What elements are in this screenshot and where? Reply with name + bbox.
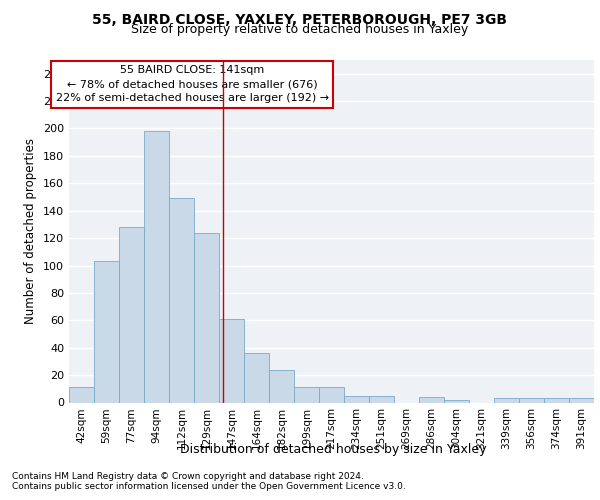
Bar	[494, 398, 519, 402]
Bar	[144, 131, 169, 402]
Bar	[119, 227, 144, 402]
Text: 55, BAIRD CLOSE, YAXLEY, PETERBOROUGH, PE7 3GB: 55, BAIRD CLOSE, YAXLEY, PETERBOROUGH, P…	[92, 12, 508, 26]
Bar	[69, 388, 94, 402]
Bar	[244, 353, 269, 403]
Text: Contains HM Land Registry data © Crown copyright and database right 2024.: Contains HM Land Registry data © Crown c…	[12, 472, 364, 481]
Text: Contains public sector information licensed under the Open Government Licence v3: Contains public sector information licen…	[12, 482, 406, 491]
Bar	[194, 232, 219, 402]
Bar	[319, 388, 344, 402]
Text: Size of property relative to detached houses in Yaxley: Size of property relative to detached ho…	[131, 22, 469, 36]
Bar	[444, 400, 469, 402]
Bar	[269, 370, 294, 402]
Text: 55 BAIRD CLOSE: 141sqm
← 78% of detached houses are smaller (676)
22% of semi-de: 55 BAIRD CLOSE: 141sqm ← 78% of detached…	[56, 65, 329, 103]
Bar	[369, 396, 394, 402]
Bar	[544, 398, 569, 402]
Bar	[169, 198, 194, 402]
Text: Distribution of detached houses by size in Yaxley: Distribution of detached houses by size …	[180, 442, 486, 456]
Bar	[294, 388, 319, 402]
Bar	[419, 397, 444, 402]
Bar	[344, 396, 369, 402]
Bar	[94, 262, 119, 402]
Bar	[569, 398, 594, 402]
Bar	[219, 319, 244, 402]
Y-axis label: Number of detached properties: Number of detached properties	[25, 138, 37, 324]
Bar	[519, 398, 544, 402]
